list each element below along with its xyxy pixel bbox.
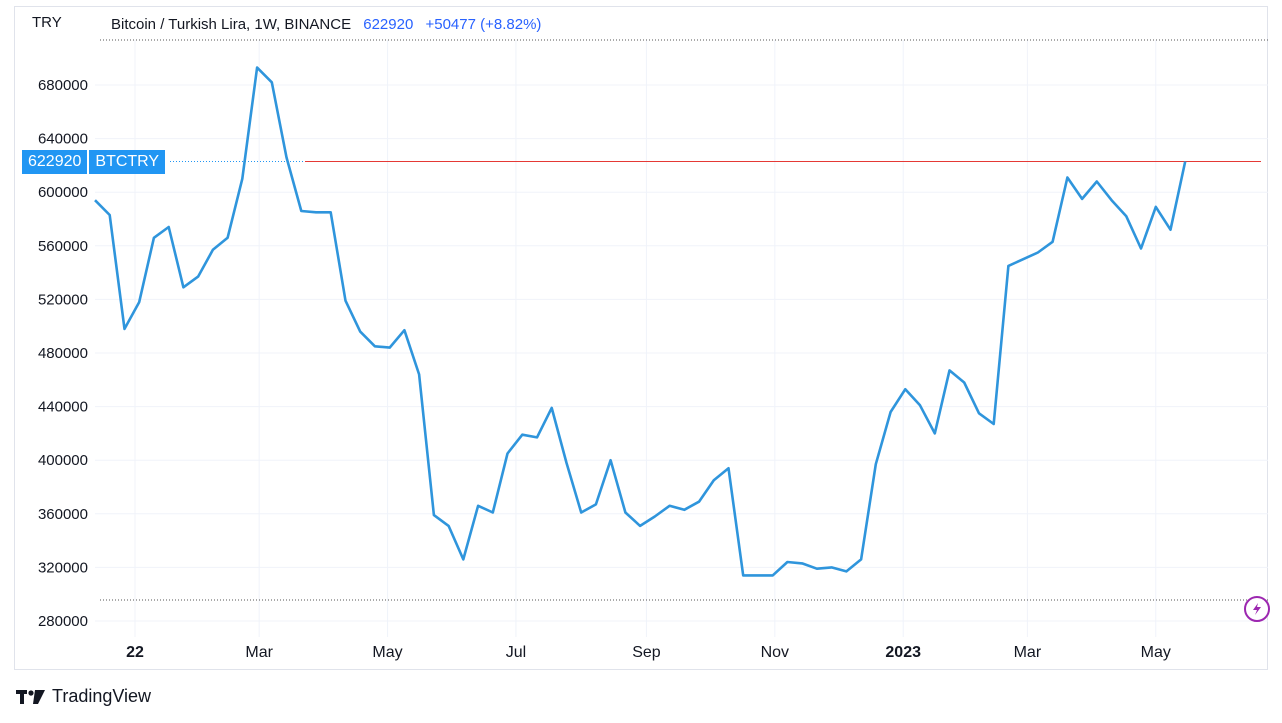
series-line <box>94 66 1187 577</box>
y-tick-label: 400000 <box>38 452 88 469</box>
chart-frame <box>14 6 1268 670</box>
chart-legend: Bitcoin / Turkish Lira, 1W, BINANCE 6229… <box>111 16 541 33</box>
y-tick-label: 560000 <box>38 238 88 255</box>
last-price-value: 622920 <box>22 150 88 174</box>
legend-price: 622920 <box>363 16 414 33</box>
y-tick-label: 640000 <box>38 131 88 148</box>
brand-name: TradingView <box>52 686 152 706</box>
y-tick-label: 360000 <box>38 506 88 523</box>
y-tick-label: 680000 <box>38 77 88 94</box>
y-tick-label: 440000 <box>38 399 88 416</box>
chart-title: Bitcoin / Turkish Lira, 1W, BINANCE <box>111 16 352 33</box>
axes: 280000 320000 360000 400000 440000 480000 5200… <box>38 77 1171 661</box>
x-tick-label: Nov <box>761 644 789 661</box>
y-tick-label: 600000 <box>38 184 88 201</box>
x-tick-label: 22 <box>126 644 144 661</box>
brand[interactable]: TradingView <box>16 686 151 707</box>
x-tick-label: Mar <box>245 644 273 661</box>
lightning-bolt-icon[interactable] <box>1244 596 1270 622</box>
x-tick-label: May <box>372 644 402 661</box>
series-layer <box>94 66 1261 577</box>
y-tick-label: 480000 <box>38 345 88 362</box>
x-tick-label: Mar <box>1014 644 1042 661</box>
x-tick-label: Sep <box>632 644 661 661</box>
tradingview-logo-icon <box>16 689 45 704</box>
x-tick-label: May <box>1141 644 1171 661</box>
x-tick-label: 2023 <box>885 644 921 661</box>
symbol-label: BTCTRY <box>89 150 166 174</box>
last-price-tag: 622920 BTCTRY <box>22 150 166 174</box>
y-tick-label: 280000 <box>38 613 88 630</box>
currency-label: TRY <box>32 14 62 31</box>
y-tick-label: 520000 <box>38 291 88 308</box>
y-tick-label: 320000 <box>38 559 88 576</box>
grid-lines <box>95 39 1268 637</box>
x-tick-label: Jul <box>506 644 526 661</box>
legend-change: +50477 (+8.82%) <box>425 16 542 33</box>
